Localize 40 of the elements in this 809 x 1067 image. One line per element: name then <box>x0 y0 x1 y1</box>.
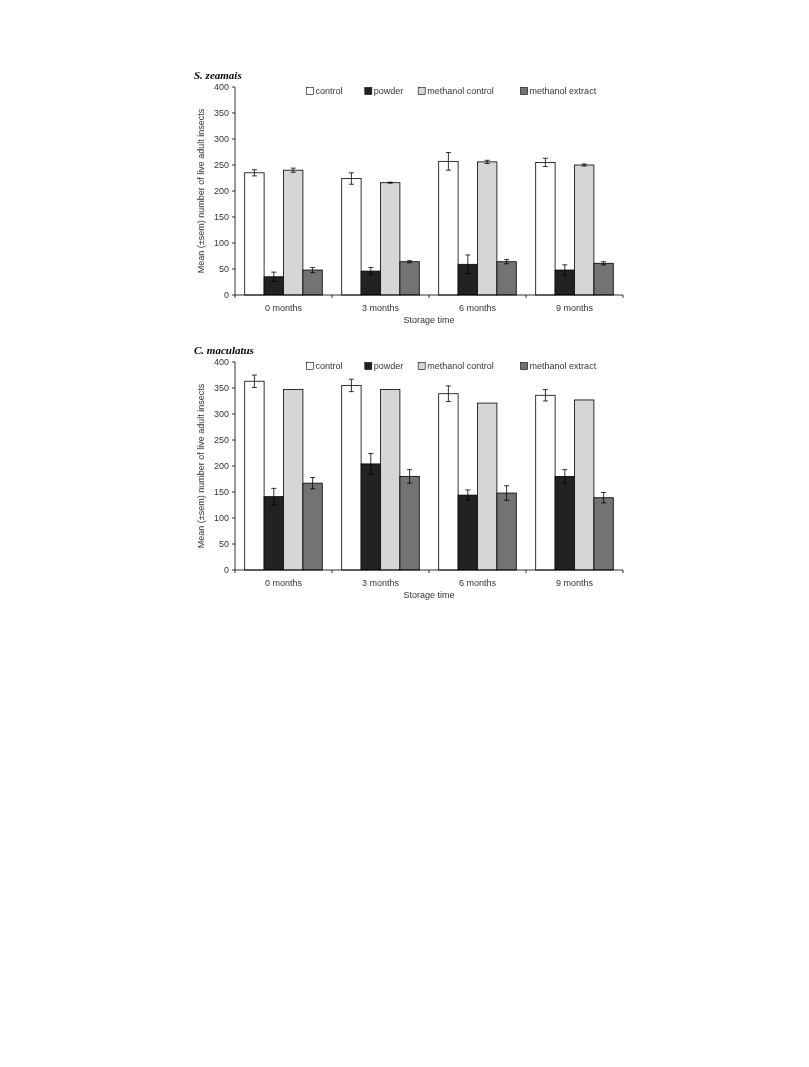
y-tick-label: 300 <box>213 409 229 420</box>
x-axis-title: Storage time <box>403 315 455 325</box>
y-tick-label: 400 <box>213 82 229 93</box>
legend-label: powder <box>373 361 404 372</box>
y-tick-label: 400 <box>213 357 229 368</box>
y-tick-label: 200 <box>213 186 229 197</box>
x-axis-title: Storage time <box>403 590 455 600</box>
legend-label: methanol control <box>427 86 494 97</box>
y-tick-label: 0 <box>223 565 229 576</box>
legend-label: methanol extract <box>529 86 597 97</box>
legend-label: control <box>315 86 343 97</box>
y-tick-label: 250 <box>213 160 229 171</box>
x-tick-label: 3 months <box>361 578 400 588</box>
y-axis-title: Mean (±sem) number of live adult insects <box>196 383 206 549</box>
x-tick-label: 0 months <box>264 303 303 313</box>
y-tick-label: 0 <box>223 290 229 301</box>
legend-label: methanol control <box>427 361 494 372</box>
y-tick-label: 150 <box>213 487 229 498</box>
y-tick-label: 50 <box>218 539 229 550</box>
legend-label: powder <box>373 86 404 97</box>
chart-title: S. zeamais <box>194 69 242 81</box>
y-tick-label: 250 <box>213 435 229 446</box>
y-axis-title: Mean (±sem) number of live adult insects <box>196 108 206 274</box>
y-tick-label: 200 <box>213 461 229 472</box>
y-tick-label: 150 <box>213 212 229 223</box>
chart-title: C. maculatus <box>194 344 254 356</box>
y-tick-label: 100 <box>213 513 229 524</box>
y-tick-label: 50 <box>218 264 229 275</box>
x-tick-label: 6 months <box>458 303 497 313</box>
y-tick-label: 100 <box>213 238 229 249</box>
y-tick-label: 350 <box>213 383 229 394</box>
y-tick-label: 350 <box>213 108 229 119</box>
x-tick-label: 9 months <box>555 578 594 588</box>
y-tick-label: 300 <box>213 134 229 145</box>
x-tick-label: 0 months <box>264 578 303 588</box>
x-tick-label: 6 months <box>458 578 497 588</box>
x-tick-label: 3 months <box>361 303 400 313</box>
legend-label: methanol extract <box>529 361 597 372</box>
legend-label: control <box>315 361 343 372</box>
x-tick-label: 9 months <box>555 303 594 313</box>
